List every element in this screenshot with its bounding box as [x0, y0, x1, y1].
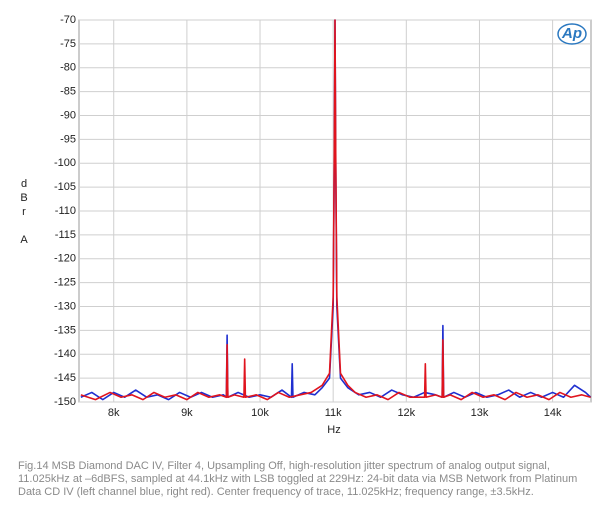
y-tick-label: -85: [60, 86, 76, 98]
chart: Hz Ap -70 -75 -80 -85 -90 -95 -100 -105 -110 -115…: [54, 14, 592, 436]
x-axis-label: Hz: [327, 424, 340, 436]
caption: Fig.14 MSB Diamond DAC IV, Filter 4, Ups…: [18, 460, 578, 498]
x-tick-label: 14k: [544, 407, 562, 419]
y-tick-label: -130: [54, 300, 76, 312]
y-tick-label: -105: [54, 181, 76, 193]
x-tick-label: 8k: [108, 407, 120, 419]
trace: [80, 19, 591, 401]
y-tick-label: -110: [55, 205, 76, 217]
y-tick-label: -70: [60, 14, 76, 26]
y-tick-label: -100: [54, 157, 76, 169]
y-tick-label: -125: [54, 277, 76, 289]
y-tick-label: -75: [60, 38, 76, 50]
y-axis-label: dBr A: [18, 178, 30, 248]
y-tick-label: -135: [54, 324, 76, 336]
y-tick-label: -80: [60, 62, 76, 74]
y-tick-label: -95: [60, 133, 76, 145]
y-tick-label: -120: [54, 253, 76, 265]
y-tick-label: -115: [55, 229, 76, 241]
x-tick-label: 10k: [251, 407, 269, 419]
x-tick-label: 9k: [181, 407, 193, 419]
x-tick-label: 12k: [397, 407, 415, 419]
grid: [79, 19, 591, 403]
y-tick-label: -145: [54, 372, 76, 384]
y-tick-label: -150: [54, 396, 76, 408]
y-tick-label: -140: [54, 348, 76, 360]
y-tick-label: -90: [60, 109, 76, 121]
logo: Ap: [561, 25, 582, 42]
logo-ring: [557, 23, 587, 45]
x-tick-label: 11k: [325, 407, 342, 419]
traces: [80, 19, 592, 401]
x-tick-label: 13k: [471, 407, 489, 419]
